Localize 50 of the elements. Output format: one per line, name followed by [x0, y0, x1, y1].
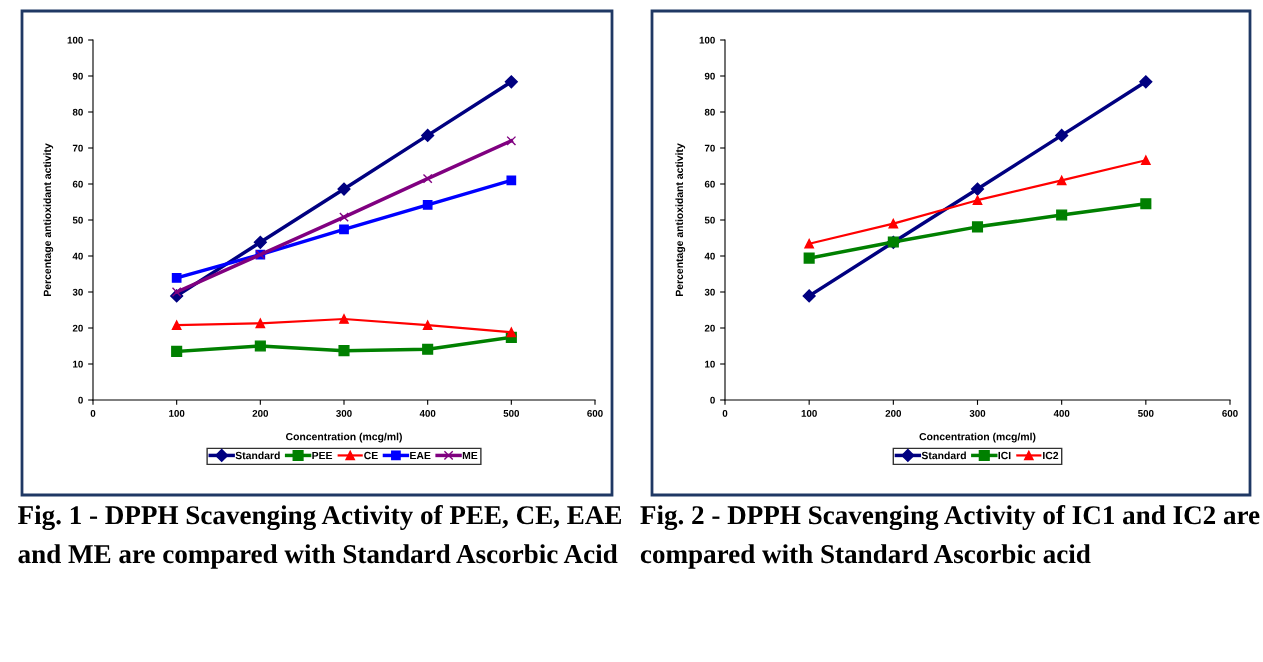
legend-label: IC2 — [1043, 451, 1059, 460]
x-tick-label: 100 — [169, 409, 185, 417]
legend-label: Standard — [235, 451, 280, 460]
y-tick-label: 70 — [704, 144, 715, 152]
y-tick-label: 50 — [704, 216, 715, 224]
legend-label: PEE — [312, 451, 333, 460]
legend-label: ICI — [998, 451, 1011, 460]
legend-label: EAE — [410, 451, 431, 460]
y-tick-label: 30 — [704, 288, 715, 296]
y-tick-label: 0 — [78, 396, 83, 404]
legend-label: ME — [462, 451, 478, 460]
y-axis-title: Percentage antioxidant activity — [675, 143, 686, 296]
x-tick-label: 600 — [587, 409, 603, 417]
x-axis-title: Concentration (mcg/ml) — [919, 432, 1036, 443]
y-tick-label: 30 — [72, 288, 83, 296]
x-tick-label: 0 — [90, 409, 96, 417]
y-tick-label: 80 — [704, 108, 715, 116]
x-tick-label: 300 — [336, 409, 352, 417]
y-tick-label: 90 — [72, 72, 83, 80]
x-tick-label: 100 — [801, 409, 817, 417]
y-tick-label: 0 — [710, 396, 715, 404]
x-tick-label: 500 — [503, 409, 520, 417]
y-tick-label: 40 — [72, 252, 83, 260]
x-tick-label: 400 — [419, 409, 436, 417]
x-tick-label: 400 — [1053, 409, 1070, 417]
y-tick-label: 50 — [72, 216, 83, 224]
caption: Fig. 1 - DPPH Scavenging Activity of PEE, CE, EAE and ME are compared with Standard Ascorbic Acid — [18, 505, 622, 569]
y-tick-label: 20 — [72, 324, 83, 332]
y-tick-label: 90 — [704, 72, 715, 80]
x-tick-label: 0 — [722, 409, 728, 417]
y-tick-label: 40 — [704, 252, 715, 260]
y-tick-label: 80 — [72, 108, 83, 116]
y-tick-label: 100 — [699, 36, 715, 44]
x-tick-label: 200 — [252, 409, 269, 417]
y-tick-label: 10 — [73, 360, 83, 368]
y-axis-title: Percentage antioxidant activity — [43, 143, 54, 296]
y-tick-label: 70 — [72, 144, 83, 152]
x-tick-label: 600 — [1222, 409, 1238, 417]
y-tick-label: 10 — [705, 360, 715, 368]
y-tick-label: 60 — [72, 180, 83, 188]
x-tick-label: 300 — [969, 409, 986, 417]
legend-label: Standard — [921, 451, 966, 460]
x-tick-label: 500 — [1138, 409, 1154, 417]
x-axis-title: Concentration (mcg/ml) — [285, 432, 402, 443]
y-tick-label: 60 — [704, 180, 715, 188]
caption: Fig. 2 - DPPH Scavenging Activity of IC1 and IC2 are compared with Standard Ascorbic acid — [640, 505, 1260, 569]
legend-label: CE — [364, 451, 378, 460]
x-tick-label: 200 — [885, 409, 902, 417]
y-tick-label: 20 — [704, 324, 715, 332]
y-tick-label: 100 — [67, 36, 83, 44]
